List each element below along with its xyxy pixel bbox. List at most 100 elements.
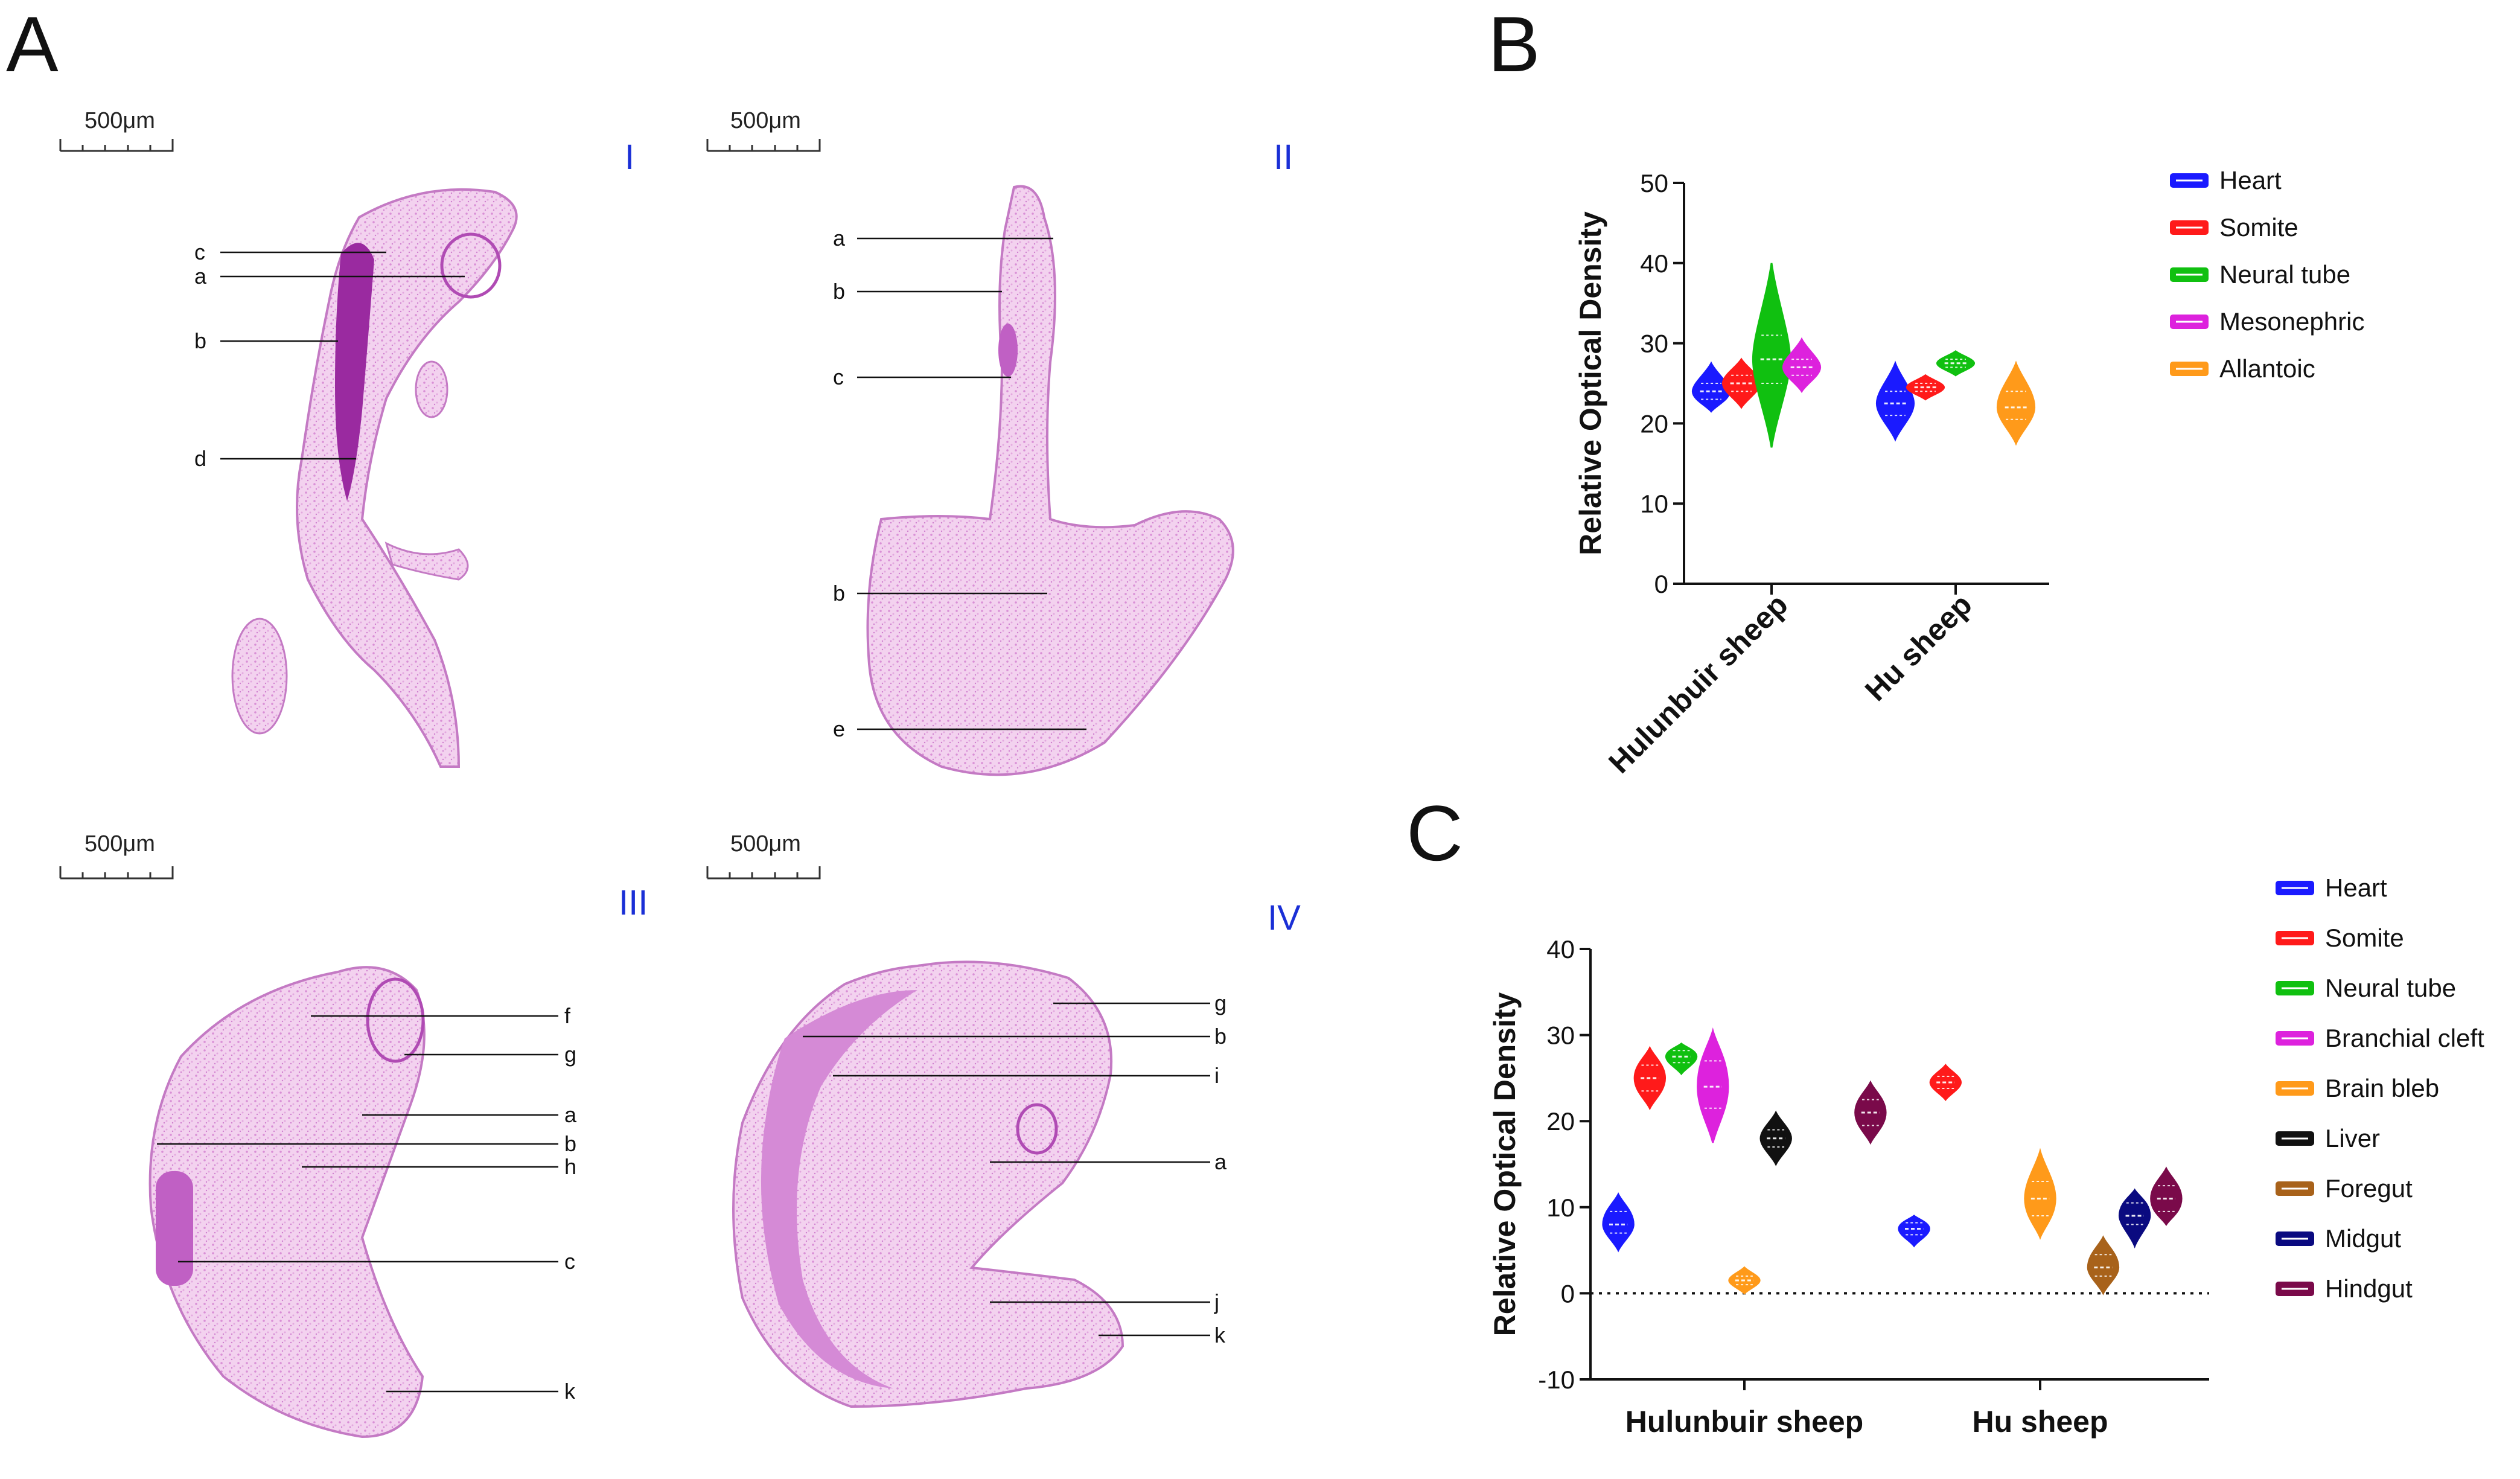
structure-label-iii-a: a <box>564 1102 577 1127</box>
y-tick-label-50: 50 <box>1640 169 1668 197</box>
y-tick-label-0: 0 <box>1654 570 1668 598</box>
legend-label-allantoic: Allantoic <box>2219 354 2315 383</box>
violin-brain-bleb-hu-sheep <box>2024 1148 2056 1240</box>
tissue-section-ii <box>866 185 1234 776</box>
violin-heart-hu-sheep <box>1875 360 1915 442</box>
violin-hindgut-hu-sheep <box>2150 1166 2183 1227</box>
x-category-label-hulunbuir-sheep: Hulunbuir sheep <box>1625 1405 1863 1439</box>
section-iii: 500μm III f g a b h c k <box>59 831 648 1439</box>
roman-numeral-i: I <box>625 138 634 177</box>
structure-label-iv-j: j <box>1214 1289 1219 1314</box>
tissue-fragment-i-1 <box>415 360 448 418</box>
scale-text-iv: 500μm <box>730 831 801 857</box>
y-tick-label-10: 10 <box>1546 1193 1575 1222</box>
y-tick-label-40: 40 <box>1640 249 1668 278</box>
chart-b: 0 10 20 30 40 50 Relative Optical Density Hulun… <box>1574 166 2364 780</box>
structure-label-iii-f: f <box>564 1003 571 1028</box>
violin-heart-hulunbuir-sheep <box>1602 1192 1635 1253</box>
structure-label-i-a: a <box>194 264 207 289</box>
violin-foregut-hu-sheep <box>2087 1235 2120 1295</box>
scale-text-ii: 500μm <box>730 108 801 133</box>
structure-label-iii-g: g <box>564 1042 576 1067</box>
panel-letter-a: A <box>6 0 59 88</box>
violin-heart-hu-sheep <box>1898 1215 1930 1248</box>
legend-label-foregut: Foregut <box>2325 1174 2413 1203</box>
panel-letter-b: B <box>1488 0 1540 88</box>
legend-label-somite: Somite <box>2219 213 2298 241</box>
scale-bar-ii <box>706 139 821 152</box>
legend-label-hindgut: Hindgut <box>2325 1274 2413 1303</box>
structure-label-iii-k: k <box>564 1379 576 1404</box>
violin-allantoic-hu-sheep <box>1996 360 2036 446</box>
structure-label-ii-b1: b <box>833 279 845 304</box>
violin-neural-tube-hulunbuir-sheep <box>1752 263 1791 448</box>
roman-numeral-iv: IV <box>1268 898 1301 938</box>
tissue-vesicle-iii <box>366 977 425 1063</box>
tissue-section-iii <box>148 966 426 1439</box>
structure-label-ii-b2: b <box>833 581 845 605</box>
legend-label-midgut: Midgut <box>2325 1224 2401 1253</box>
section-i: 500μm I c a b d <box>59 108 634 768</box>
structure-label-iii-h: h <box>564 1154 576 1179</box>
structure-label-i-b: b <box>194 328 206 353</box>
legend-label-brain-bleb: Brain bleb <box>2325 1074 2439 1102</box>
y-axis-title: Relative Optical Density <box>1574 211 1607 555</box>
section-iv: 500μm IV g b i a j k <box>706 831 1301 1408</box>
scale-bar-iii <box>59 866 174 880</box>
structure-label-iii-c: c <box>564 1249 575 1274</box>
y-tick-label-20: 20 <box>1640 409 1668 438</box>
x-category-label-hu-sheep: Hu sheep <box>1972 1405 2108 1439</box>
y-tick-label-40: 40 <box>1546 935 1575 963</box>
tissue-vesicle-iv <box>1016 1103 1058 1155</box>
structure-label-i-c: c <box>194 240 205 264</box>
legend-label-branchial-cleft: Branchial cleft <box>2325 1024 2484 1052</box>
tissue-fragment-i-3 <box>231 618 288 735</box>
structure-label-iv-i: i <box>1214 1063 1219 1088</box>
structure-label-iii-b: b <box>564 1131 576 1156</box>
scale-text-i: 500μm <box>85 108 155 133</box>
legend-label-liver: Liver <box>2325 1124 2380 1152</box>
tissue-dark-band-i <box>335 243 374 501</box>
scale-bar-i <box>59 139 174 152</box>
chart-c: -10 0 10 20 30 40 Relative Optical Density Hulu… <box>1488 874 2484 1439</box>
tissue-section-iv <box>732 960 1124 1408</box>
structure-label-i-d: d <box>194 446 206 471</box>
structure-label-ii-e: e <box>833 717 845 741</box>
violin-mesonephric-hulunbuir-sheep <box>1782 337 1822 394</box>
roman-numeral-ii: II <box>1274 138 1293 177</box>
structure-label-iv-k: k <box>1214 1323 1226 1347</box>
legend-label-mesonephric: Mesonephric <box>2219 307 2364 336</box>
violin-neural-tube-hulunbuir-sheep <box>1665 1042 1698 1076</box>
legend-label-somite: Somite <box>2325 924 2404 952</box>
y-tick-label-10: 10 <box>1640 490 1668 518</box>
y-tick-label-20: 20 <box>1546 1107 1575 1136</box>
x-category-label-hu-sheep: Hu sheep <box>1858 587 1979 708</box>
tissue-fragment-i-2 <box>384 541 469 581</box>
y-axis-title: Relative Optical Density <box>1488 992 1522 1336</box>
scale-text-iii: 500μm <box>85 831 155 857</box>
violin-midgut-hu-sheep <box>2118 1188 2151 1249</box>
tissue-dark-band-iv <box>761 990 917 1388</box>
y-tick-label-0: 0 <box>1561 1279 1575 1308</box>
structure-label-iv-b: b <box>1214 1024 1227 1049</box>
legend-label-neural-tube: Neural tube <box>2325 974 2456 1002</box>
y-tick-label-30: 30 <box>1640 330 1668 358</box>
violin-somite-hu-sheep <box>1906 374 1945 401</box>
violin-neural-tube-hu-sheep <box>1936 350 1976 377</box>
structure-label-ii-a: a <box>833 226 846 251</box>
legend-label-heart: Heart <box>2325 874 2387 902</box>
tissue-dark-band-iii <box>156 1171 193 1286</box>
legend-label-heart: Heart <box>2219 166 2282 194</box>
y-tick-label-30: 30 <box>1546 1021 1575 1050</box>
legend-label-neural-tube: Neural tube <box>2219 260 2350 289</box>
x-category-label-hulunbuir-sheep: Hulunbuir sheep <box>1602 587 1794 780</box>
section-ii: 500μm II a b c b e <box>706 108 1293 776</box>
structure-label-iv-g: g <box>1214 991 1227 1015</box>
structure-label-ii-c: c <box>833 365 844 389</box>
panel-letter-c: C <box>1406 789 1463 877</box>
scale-bar-iv <box>706 866 821 880</box>
tissue-vesicle-i <box>440 232 502 299</box>
structure-label-iv-a: a <box>1214 1149 1227 1174</box>
panel-a: A 500μm I c a b d 500μm II <box>6 0 1301 1439</box>
